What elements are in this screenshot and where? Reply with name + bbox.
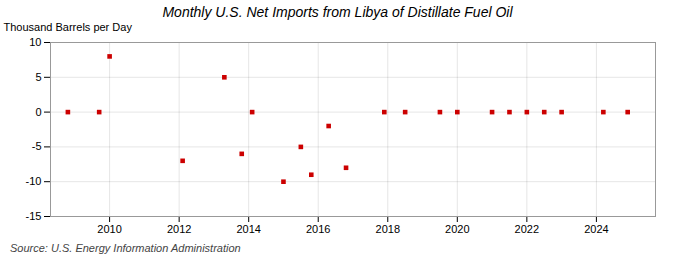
svg-text:-5: -5: [32, 140, 42, 152]
svg-text:Thousand Barrels per Day: Thousand Barrels per Day: [4, 21, 133, 33]
svg-text:2012: 2012: [167, 223, 191, 235]
svg-text:2010: 2010: [97, 223, 121, 235]
svg-text:2020: 2020: [445, 223, 469, 235]
svg-text:2014: 2014: [236, 223, 260, 235]
svg-text:-10: -10: [26, 175, 42, 187]
svg-text:2016: 2016: [306, 223, 330, 235]
svg-text:2018: 2018: [376, 223, 400, 235]
svg-text:2024: 2024: [584, 223, 608, 235]
svg-text:-15: -15: [26, 210, 42, 222]
html-text:Monthly U.S. Net Imports from: Monthly U.S. Net Imports from Libya of D…: [162, 4, 513, 20]
svg-text:0: 0: [35, 106, 41, 118]
svg-text:2022: 2022: [515, 223, 539, 235]
html-text:Source: U.S. Energy Informatio: Source: U.S. Energy Information Administ…: [10, 242, 241, 254]
svg-text:10: 10: [29, 36, 41, 48]
svg-text:5: 5: [35, 71, 41, 83]
